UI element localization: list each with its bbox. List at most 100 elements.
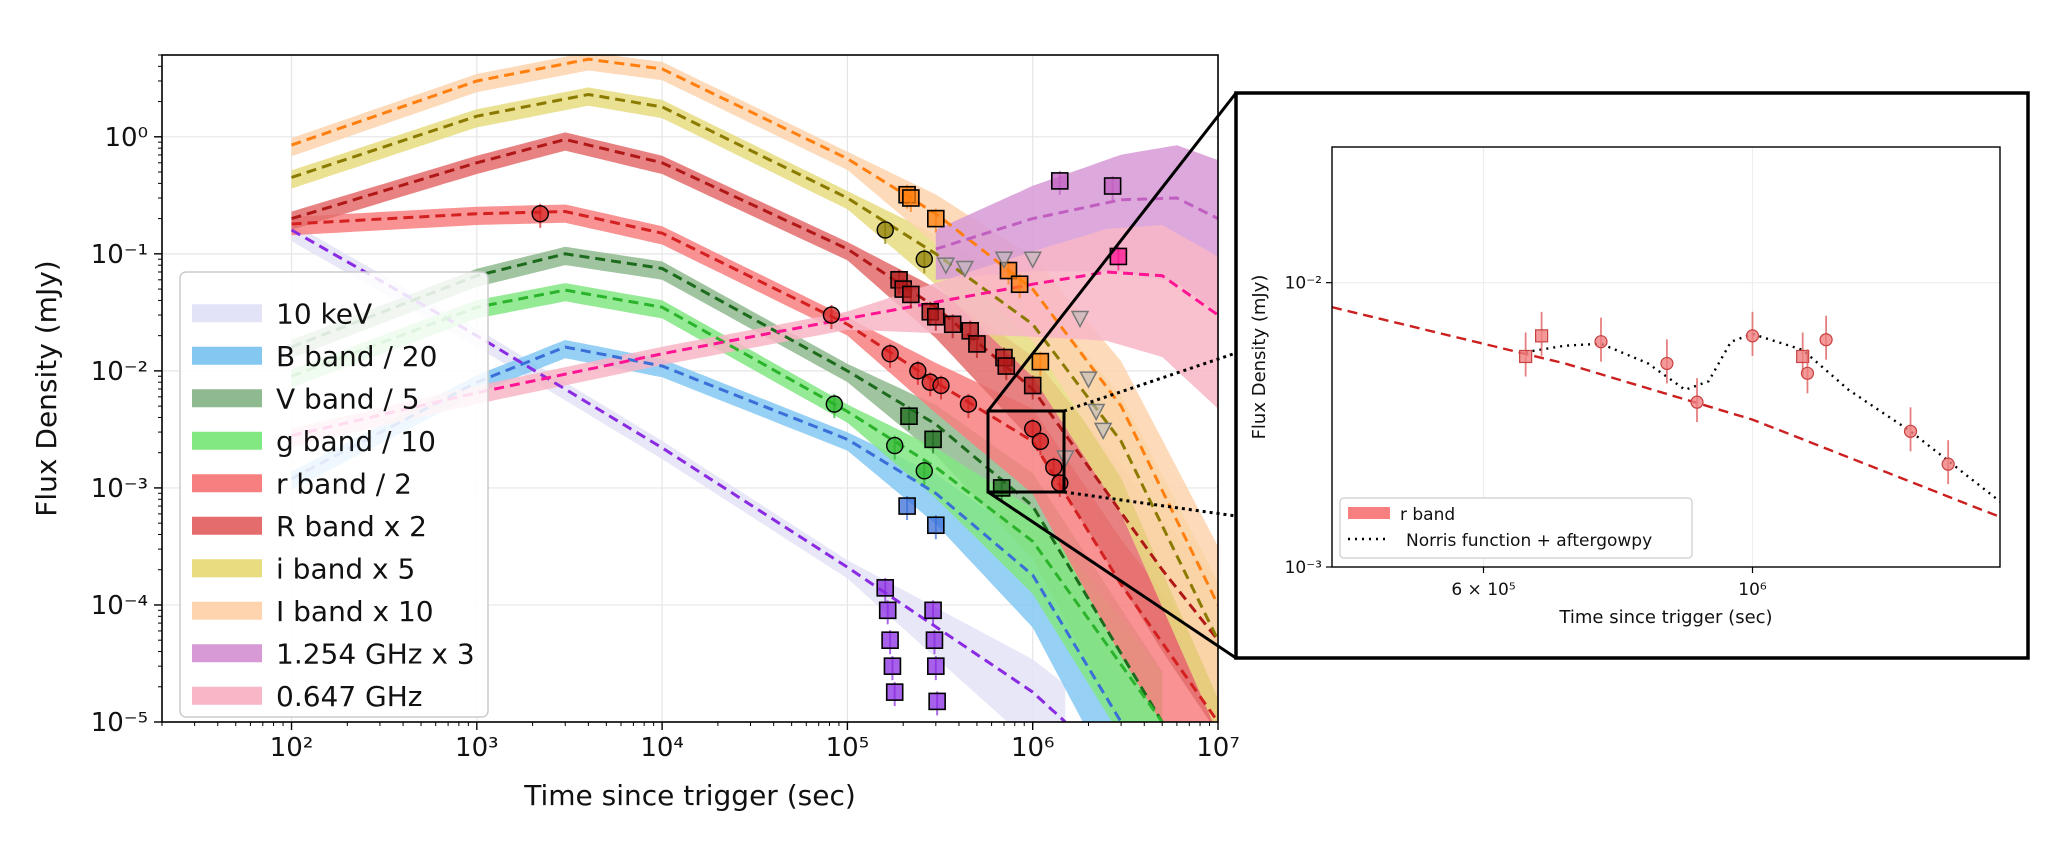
- x-tick-label: 10⁴: [640, 733, 684, 763]
- data-point-square: [1010, 275, 1029, 294]
- upper-limit-triangle: [1023, 251, 1042, 269]
- inset-legend-label: Norris function + aftergowpy: [1406, 531, 1652, 551]
- legend-swatch: [192, 644, 262, 663]
- data-point-square: [878, 601, 897, 620]
- legend-swatch: [192, 389, 262, 408]
- data-point-square: [924, 601, 942, 620]
- data-point-circle: [1045, 458, 1063, 477]
- data-point-square: [928, 692, 946, 711]
- y-tick-label: 10⁻³: [91, 474, 148, 504]
- zoom-connector-solid: [986, 92, 1238, 412]
- x-axis-label: Time since trigger (sec): [523, 779, 856, 812]
- inset-plot-area: [1332, 306, 2000, 519]
- data-point-square: [898, 497, 916, 515]
- band-3: [291, 283, 1163, 722]
- data-point-square: [968, 335, 986, 353]
- data-point-square: [902, 189, 920, 207]
- legend-swatch: [192, 559, 262, 578]
- data-point-circle: [932, 376, 950, 395]
- inset-x-axis-label: Time since trigger (sec): [1558, 607, 1772, 628]
- model-line-7: [291, 57, 1218, 606]
- band-7: [291, 55, 1218, 699]
- data-point-square: [927, 307, 945, 326]
- inset-point-square: [1796, 349, 1810, 364]
- legend-swatch: [192, 474, 262, 493]
- data-point-square: [885, 683, 904, 701]
- inset-axes-frame: [1331, 146, 2001, 568]
- data-point-square: [883, 657, 902, 675]
- data-point-square: [1103, 177, 1122, 195]
- y-tick-label: 10⁻²: [91, 357, 148, 387]
- x-tick-label: 10³: [455, 733, 499, 763]
- data-point-square: [925, 631, 944, 649]
- band-4: [291, 204, 1218, 722]
- zoom-connector-dotted: [1063, 351, 1237, 413]
- legend-label: 10 keV: [276, 297, 372, 330]
- inset-legend-label: r band: [1400, 505, 1455, 525]
- y-tick-label: 10⁻⁴: [91, 591, 148, 621]
- data-point-circle: [909, 362, 927, 380]
- legend-label: g band / 10: [276, 425, 436, 458]
- legend-label: 0.647 GHz: [276, 680, 423, 713]
- data-point-circle: [959, 395, 978, 413]
- data-point-square: [927, 209, 945, 228]
- data-point-circle: [886, 436, 904, 455]
- data-point-square: [881, 631, 899, 649]
- x-ticks: 10² 10³ 10⁴ 10⁵ 10⁶ 10⁷: [161, 722, 1240, 763]
- legend-label: R band x 2: [276, 510, 427, 543]
- y-tick-label: 10⁰: [104, 123, 148, 153]
- inset-y-axis-label: Flux Density (mJy): [1249, 275, 1270, 440]
- data-point-circle: [1031, 432, 1050, 451]
- x-tick-label: 10⁵: [826, 733, 870, 763]
- inset-grid: [1332, 147, 2000, 567]
- inset-x-tick-label: 10⁶: [1738, 580, 1767, 600]
- data-point-square: [992, 479, 1011, 497]
- legend-swatch: [192, 346, 262, 365]
- inset-point-square: [1519, 349, 1533, 364]
- legend-label: I band x 10: [276, 595, 434, 628]
- x-tick-label: 10⁶: [1011, 733, 1055, 763]
- data-point-square: [997, 357, 1016, 375]
- legend: 10 keV B band / 20 V band / 5 g band / 10 r …: [179, 271, 489, 718]
- inset-afterglow-line: [1332, 306, 2000, 519]
- inset-point-square: [1535, 329, 1549, 343]
- data-point-circle: [881, 345, 899, 363]
- data-point-square: [902, 285, 920, 304]
- main-chart: 10² 10³ 10⁴ 10⁵ 10⁶ 10⁷ 10⁰ 10⁻¹ 10⁻² 10⁻³ 10⁻⁴ 10⁻…: [30, 54, 1240, 812]
- data-point-circle: [915, 250, 933, 268]
- y-axis-label: Flux Density (mJy): [30, 260, 63, 516]
- inset-y-tick-label: 10⁻³: [1285, 558, 1322, 578]
- inset-y-tick-label: 10⁻²: [1285, 274, 1322, 294]
- data-point-circle: [825, 395, 844, 413]
- inset-point-circle: [1660, 356, 1674, 371]
- legend-label: r band / 2: [276, 467, 412, 500]
- data-point-circle: [822, 306, 841, 324]
- data-point-circle: [531, 205, 549, 223]
- data-point-circle: [1024, 420, 1042, 438]
- inset-point-circle: [1745, 329, 1760, 343]
- legend-label: B band / 20: [276, 340, 437, 373]
- legend-label: V band / 5: [276, 382, 420, 415]
- zoom-connector-dotted: [1063, 490, 1237, 518]
- data-point-square: [927, 657, 945, 675]
- data-point-square: [927, 516, 945, 535]
- y-tick-label: 10⁻¹: [91, 240, 148, 270]
- inset-point-circle: [1941, 457, 1955, 471]
- band-6: [291, 87, 1218, 722]
- data-point-square: [1031, 352, 1050, 371]
- inset-point-circle: [1903, 424, 1918, 438]
- inset-point-circle: [1800, 366, 1815, 380]
- x-tick-label: 10²: [270, 733, 314, 763]
- band-1: [291, 340, 1122, 722]
- inset-frame: [1234, 91, 2030, 660]
- legend-swatch: [192, 601, 262, 620]
- zoom-connector-solid: [987, 490, 1237, 660]
- model-line-4: [291, 209, 1218, 722]
- model-line-3: [290, 288, 1164, 722]
- legend-label: i band x 5: [276, 552, 415, 585]
- inset-legend: r band Norris function + aftergowpy: [1339, 497, 1693, 559]
- legend-swatch: [192, 516, 262, 535]
- data-point-square: [943, 315, 962, 334]
- inset-chart: 6 × 10⁵ 10⁶ 10⁻² 10⁻³ Time since trigger (se…: [1249, 146, 2001, 628]
